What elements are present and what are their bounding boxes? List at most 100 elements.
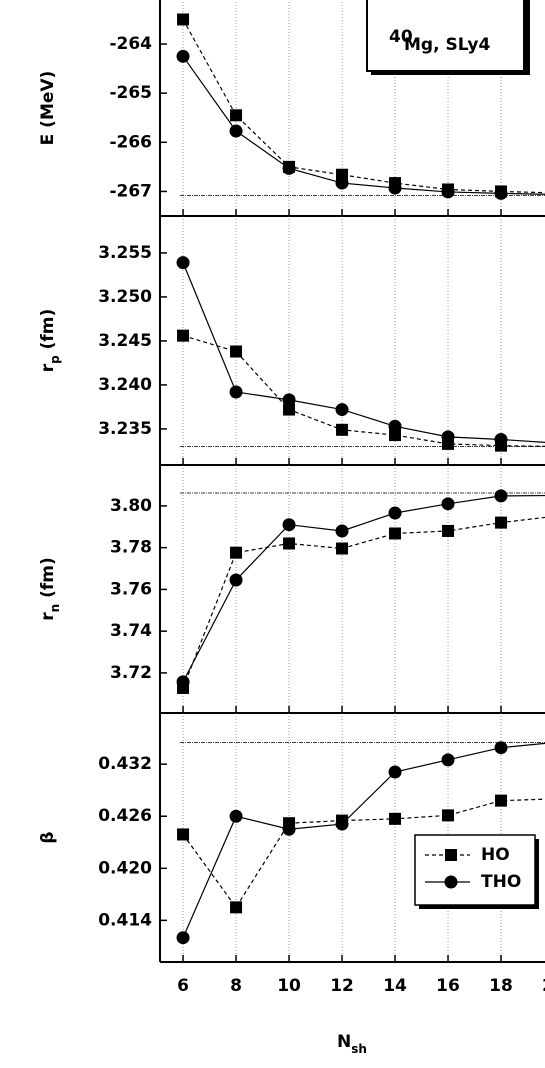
marker (177, 329, 190, 342)
legend-box (414, 834, 536, 906)
y-tick-label: 0.414 (98, 910, 152, 930)
y-axis-label-unit: (fm) (38, 309, 58, 356)
y-tick-label: -267 (109, 181, 152, 201)
y-tick-label: -265 (109, 83, 152, 103)
marker (336, 423, 349, 436)
series-line (182, 262, 545, 444)
y-axis-label-main: E (MeV) (38, 71, 58, 146)
y-tick-label: -263 (109, 0, 152, 5)
marker (282, 822, 296, 836)
marker (282, 393, 296, 407)
annotation: Mg, SLy4 (404, 35, 490, 55)
marker (176, 49, 190, 63)
marker (442, 809, 455, 822)
y-axis-label-main: r (38, 612, 58, 621)
marker (388, 419, 402, 433)
marker (177, 13, 190, 26)
x-tick-label: 6 (177, 976, 189, 996)
marker (388, 181, 402, 195)
marker (229, 124, 243, 138)
x-tick-label: 10 (277, 976, 301, 996)
annotation-superscript: 40 (389, 27, 413, 47)
marker (441, 753, 455, 767)
marker (282, 161, 296, 175)
marker (495, 794, 508, 807)
legend-label: HO (481, 845, 510, 865)
marker (335, 403, 349, 417)
marker (229, 809, 243, 823)
x-tick-label: 20 (542, 976, 545, 996)
y-tick-label: 3.235 (98, 419, 152, 439)
marker (283, 403, 296, 416)
y-axis-label-main: r (38, 363, 58, 372)
y-tick-label: 0.426 (98, 806, 152, 826)
marker (494, 432, 508, 446)
marker (441, 430, 455, 444)
marker (442, 524, 455, 537)
y-axis-label: rn (fm) (38, 557, 62, 621)
marker (335, 176, 349, 190)
marker (230, 345, 243, 358)
marker (494, 489, 508, 503)
y-tick-label: 3.255 (98, 243, 152, 263)
marker (441, 497, 455, 511)
x-axis-label-sub: sh (351, 1042, 367, 1056)
y-axis-label-sub: p (48, 355, 62, 364)
marker (229, 385, 243, 399)
y-axis-label-sub: n (48, 604, 62, 613)
y-axis-label: β (38, 831, 58, 843)
marker (494, 741, 508, 755)
series-line (182, 335, 545, 447)
y-axis-label-unit: (fm) (38, 557, 58, 604)
y-tick-label: 3.74 (110, 621, 152, 641)
marker (230, 546, 243, 559)
marker (176, 256, 190, 270)
x-tick-label: 8 (230, 976, 242, 996)
marker (176, 675, 190, 689)
marker (388, 506, 402, 520)
y-tick-label: 3.80 (110, 496, 152, 516)
y-tick-label: -266 (109, 132, 152, 152)
marker (389, 527, 402, 540)
series-line (182, 19, 545, 194)
x-axis-label-main: N (337, 1032, 351, 1052)
y-tick-label: 3.250 (98, 287, 152, 307)
annotation-box (366, 0, 525, 72)
series-line (182, 742, 545, 938)
marker (495, 516, 508, 529)
y-tick-label: 0.432 (98, 754, 152, 774)
y-tick-label: 3.76 (110, 579, 152, 599)
x-axis-label: Nsh (337, 1032, 367, 1056)
y-tick-label: -264 (109, 34, 152, 54)
marker (283, 537, 296, 550)
series-line (182, 516, 545, 689)
series-line (182, 494, 545, 683)
legend-marker (444, 875, 458, 889)
series-line (182, 798, 545, 909)
marker (176, 931, 190, 945)
y-tick-label: 3.245 (98, 331, 152, 351)
y-tick-label: 3.78 (110, 538, 152, 558)
marker (336, 542, 349, 555)
marker (230, 109, 243, 122)
marker (441, 185, 455, 199)
y-axis-label: E (MeV) (38, 71, 58, 146)
y-tick-label: 3.240 (98, 375, 152, 395)
series-line (182, 55, 545, 195)
y-axis-label-main: β (38, 831, 58, 843)
marker (335, 524, 349, 538)
marker (335, 817, 349, 831)
y-tick-label: 3.72 (110, 663, 152, 683)
marker (389, 429, 402, 442)
x-tick-label: 14 (383, 976, 407, 996)
marker (389, 812, 402, 825)
marker (229, 573, 243, 587)
marker (230, 901, 243, 914)
legend-marker (445, 849, 457, 861)
marker (177, 828, 190, 841)
y-tick-label: 0.420 (98, 858, 152, 878)
x-tick-label: 18 (489, 976, 513, 996)
legend-label: THO (481, 872, 521, 892)
marker (388, 765, 402, 779)
